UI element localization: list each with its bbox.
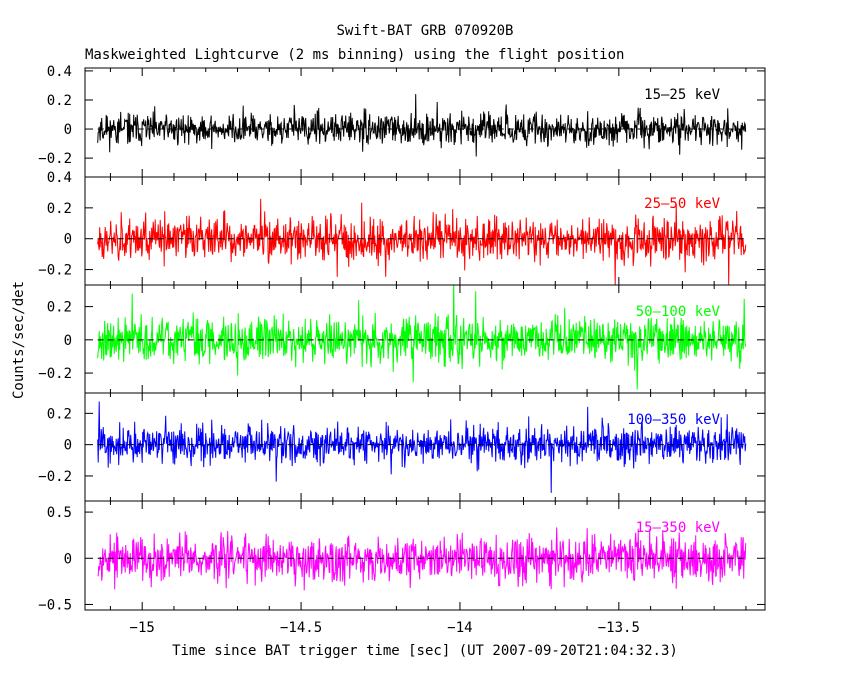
y-tick-label-1-2: 0.2 [47, 93, 72, 109]
band-label-2: 25–50 keV [644, 196, 720, 212]
y-tick-label-4-1: 0 [64, 438, 72, 454]
band-label-3: 50–100 keV [636, 304, 721, 320]
y-tick-label-3-1: 0 [64, 333, 72, 349]
y-tick-label-2-2: 0.2 [47, 201, 72, 217]
x-axis: −15 −14.5 −14 −13.5 [109, 68, 747, 636]
panel-4: −0.2 0 0.2 100–350 keV [38, 392, 766, 502]
y-tick-label-3-2: 0.2 [47, 300, 72, 316]
x-axis-label: Time since BAT trigger time [sec] (UT 20… [172, 643, 678, 659]
panel-frame-5 [84, 500, 766, 611]
y-tick-label-1-1: 0 [64, 122, 72, 138]
y-tick-label-1-3: 0.4 [47, 64, 72, 80]
y-tick-label-5-1: 0 [64, 551, 72, 567]
x-tick-label-0: −15 [130, 620, 155, 636]
panel-3: −0.2 0 0.2 50–100 keV [38, 284, 766, 394]
band-label-4: 100–350 keV [627, 412, 720, 428]
x-tick-label-2: −14 [447, 620, 472, 636]
series-line-1 [97, 94, 747, 157]
chart-subtitle: Maskweighted Lightcurve (2 ms binning) u… [85, 47, 624, 63]
chart-title: Swift-BAT GRB 070920B [336, 23, 513, 39]
y-tick-label-4-2: 0.2 [47, 406, 72, 422]
band-label-5: 15–350 keV [636, 520, 721, 536]
y-tick-label-2-3: 0.4 [47, 170, 72, 186]
panel-frame-1 [84, 67, 766, 178]
x-tick-label-3: −13.5 [598, 620, 640, 636]
y-tick-label-4-0: −0.2 [38, 469, 72, 485]
y-tick-label-2-0: −0.2 [38, 263, 72, 279]
panel-2: −0.2 0 0.2 0.4 25–50 keV [38, 170, 766, 286]
x-tick-label-1: −14.5 [280, 620, 322, 636]
y-tick-label-3-0: −0.2 [38, 366, 72, 382]
series-line-3 [97, 285, 747, 390]
panels-group: −0.2 0 0.2 0.4 15–25 keV −0.2 0 0.2 0.4 25–50 keV… [38, 64, 766, 613]
y-tick-label-5-2: 0.5 [47, 505, 72, 521]
y-tick-label-2-1: 0 [64, 232, 72, 248]
series-line-2 [97, 198, 747, 285]
band-label-1: 15–25 keV [644, 87, 720, 103]
panel-5: −0.5 0 0.5 15–350 keV [38, 500, 766, 613]
y-axis-label: Counts/sec/det [11, 281, 27, 399]
series-line-5 [97, 527, 747, 591]
panel-1: −0.2 0 0.2 0.4 15–25 keV [38, 64, 766, 178]
y-tick-label-1-0: −0.2 [38, 151, 72, 167]
y-tick-label-5-0: −0.5 [38, 597, 72, 613]
series-line-4 [97, 401, 747, 493]
